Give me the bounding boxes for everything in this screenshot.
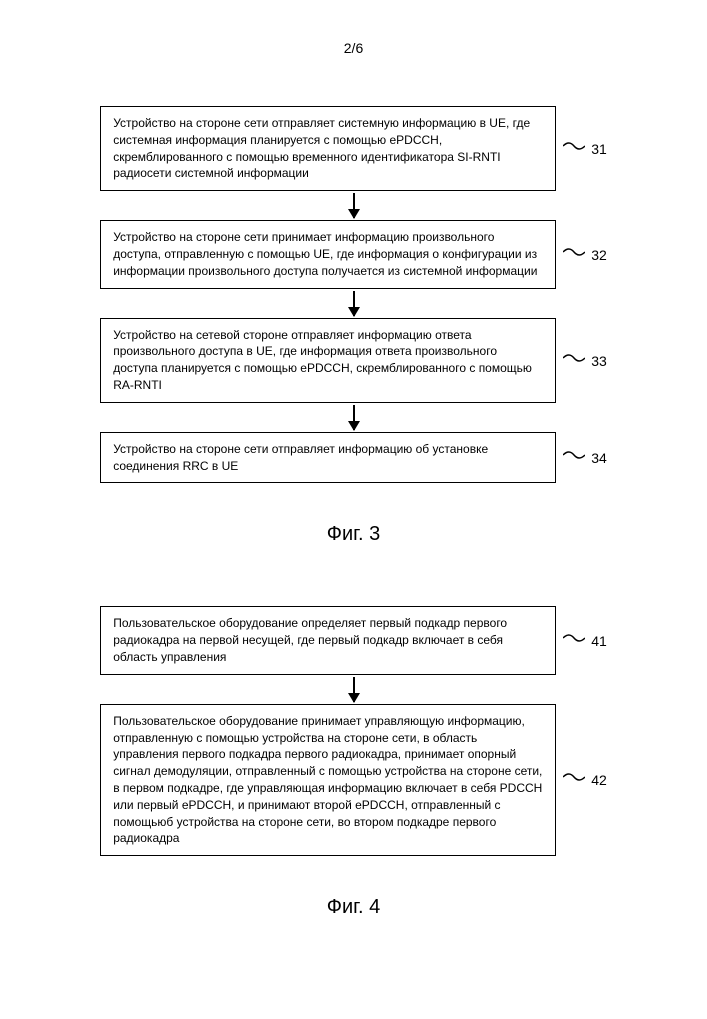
- ref-connector-icon: [571, 632, 591, 646]
- arrow-icon: [353, 677, 355, 702]
- ref-number: 31: [591, 141, 607, 157]
- flow-row: Устройство на стороне сети отправляет си…: [60, 106, 647, 191]
- flow-box-42: Пользовательское оборудование принимает …: [100, 704, 556, 856]
- ref-connector-icon: [571, 246, 591, 260]
- figure-3-label: Фиг. 3: [60, 523, 647, 546]
- ref-number: 34: [591, 450, 607, 466]
- ref-connector-icon: [571, 771, 591, 785]
- ref-label-32: 32: [571, 246, 607, 263]
- ref-number: 33: [591, 353, 607, 369]
- arrow-icon: [353, 193, 355, 218]
- flow-box-33: Устройство на сетевой стороне отправляет…: [100, 318, 556, 403]
- flow-box-32: Устройство на стороне сети принимает инф…: [100, 220, 556, 288]
- ref-label-34: 34: [571, 449, 607, 466]
- figure-3-flowchart: Устройство на стороне сети отправляет си…: [60, 106, 647, 483]
- ref-number: 41: [591, 633, 607, 649]
- ref-connector-icon: [571, 140, 591, 154]
- figure-4-label: Фиг. 4: [60, 896, 647, 919]
- ref-label-33: 33: [571, 352, 607, 369]
- ref-label-31: 31: [571, 140, 607, 157]
- ref-number: 32: [591, 247, 607, 263]
- ref-connector-icon: [571, 352, 591, 366]
- flow-box-31: Устройство на стороне сети отправляет си…: [100, 106, 556, 191]
- flow-box-34: Устройство на стороне сети отправляет ин…: [100, 432, 556, 484]
- flow-row: Устройство на стороне сети принимает инф…: [60, 220, 647, 288]
- flow-row: Пользовательское оборудование определяет…: [60, 606, 647, 674]
- flow-box-41: Пользовательское оборудование определяет…: [100, 606, 556, 674]
- flow-row: Пользовательское оборудование принимает …: [60, 704, 647, 856]
- ref-number: 42: [591, 772, 607, 788]
- ref-connector-icon: [571, 449, 591, 463]
- page-number: 2/6: [60, 40, 647, 56]
- figure-4-flowchart: Пользовательское оборудование определяет…: [60, 606, 647, 856]
- arrow-icon: [353, 291, 355, 316]
- flow-row: Устройство на стороне сети отправляет ин…: [60, 432, 647, 484]
- ref-label-42: 42: [571, 771, 607, 788]
- arrow-icon: [353, 405, 355, 430]
- flow-row: Устройство на сетевой стороне отправляет…: [60, 318, 647, 403]
- ref-label-41: 41: [571, 632, 607, 649]
